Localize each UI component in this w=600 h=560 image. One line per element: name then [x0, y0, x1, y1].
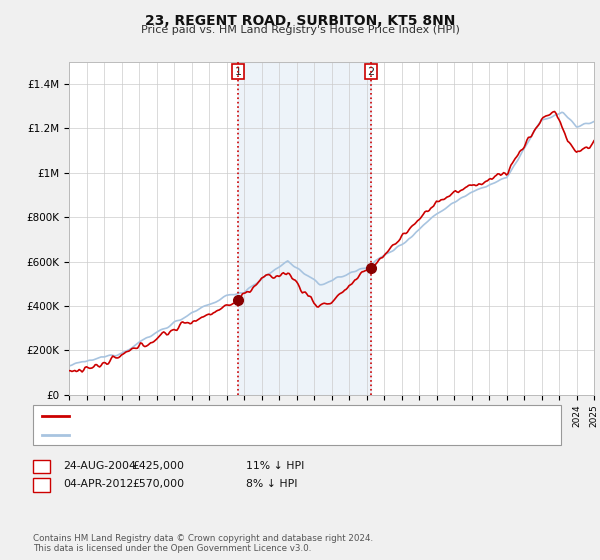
Text: £425,000: £425,000 — [132, 461, 184, 471]
Text: £570,000: £570,000 — [132, 479, 184, 489]
Text: HPI: Average price, detached house, Kingston upon Thames: HPI: Average price, detached house, King… — [76, 430, 389, 440]
Text: Contains HM Land Registry data © Crown copyright and database right 2024.
This d: Contains HM Land Registry data © Crown c… — [33, 534, 373, 553]
Text: 1: 1 — [235, 67, 241, 77]
Text: 11% ↓ HPI: 11% ↓ HPI — [246, 461, 304, 471]
Text: 8% ↓ HPI: 8% ↓ HPI — [246, 479, 298, 489]
Text: 24-AUG-2004: 24-AUG-2004 — [63, 461, 136, 471]
Text: 23, REGENT ROAD, SURBITON, KT5 8NN (detached house): 23, REGENT ROAD, SURBITON, KT5 8NN (deta… — [76, 411, 378, 421]
Text: Price paid vs. HM Land Registry's House Price Index (HPI): Price paid vs. HM Land Registry's House … — [140, 25, 460, 35]
Bar — [238, 62, 371, 395]
Text: 23, REGENT ROAD, SURBITON, KT5 8NN: 23, REGENT ROAD, SURBITON, KT5 8NN — [145, 14, 455, 28]
Text: 1: 1 — [38, 461, 45, 471]
Text: 04-APR-2012: 04-APR-2012 — [63, 479, 133, 489]
Text: 2: 2 — [38, 479, 45, 489]
Text: 2: 2 — [367, 67, 374, 77]
